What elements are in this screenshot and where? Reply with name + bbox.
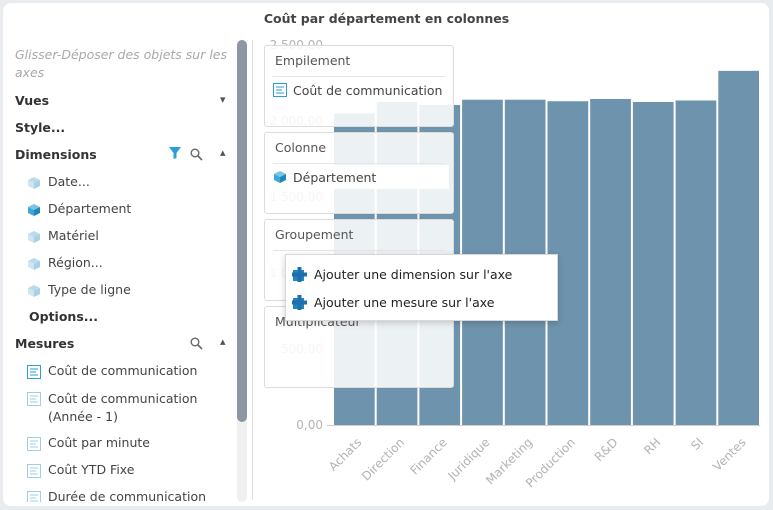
measure-label: Durée de communication: [48, 489, 207, 502]
drop-hint: Glisser-Déposer des objets sur les axes: [15, 47, 227, 80]
dropzone-colonne[interactable]: Colonne Département: [264, 132, 454, 214]
dimension-item[interactable]: Matériel: [27, 228, 99, 244]
plus-icon: [292, 294, 307, 310]
dropzone-measure-item[interactable]: Coût de communication: [269, 78, 449, 102]
caret-down-icon[interactable]: ▾: [220, 93, 226, 106]
add-dimension-menu-item[interactable]: Ajouter une dimension sur l'axe: [292, 263, 512, 285]
bar[interactable]: [632, 102, 674, 425]
measure-icon: [273, 83, 287, 97]
x-tick-label: RH: [641, 435, 663, 457]
x-tick-label: Finance: [408, 435, 450, 477]
bar[interactable]: [675, 100, 717, 425]
measure-icon: [27, 437, 41, 451]
measure-item[interactable]: Coût par minute: [27, 435, 150, 451]
measure-label: Coût par minute: [48, 435, 150, 450]
dropzone-separator: [273, 76, 445, 77]
measure-icon: [27, 491, 41, 502]
add-measure-menu-item[interactable]: Ajouter une mesure sur l'axe: [292, 291, 494, 313]
dropzone-dimension-item[interactable]: Département: [269, 165, 449, 189]
measure-icon: [27, 365, 41, 379]
measure-icon: [27, 464, 41, 478]
cube-icon: [28, 204, 40, 216]
filter-icon[interactable]: [168, 146, 182, 160]
left-panel: Glisser-Déposer des objets sur les axes …: [0, 40, 248, 502]
cube-icon: [274, 171, 286, 183]
dimension-item[interactable]: Département: [27, 201, 131, 217]
x-tick-label: Ventes: [710, 435, 749, 474]
dimension-item[interactable]: Région...: [27, 255, 103, 271]
measure-label: Coût YTD Fixe: [48, 462, 135, 477]
search-icon[interactable]: [190, 148, 203, 161]
scrollbar-thumb[interactable]: [237, 40, 247, 422]
dropzone-label: Groupement: [275, 227, 354, 242]
search-icon[interactable]: [190, 337, 203, 350]
panel-scrollbar[interactable]: [237, 40, 247, 502]
bar[interactable]: [718, 70, 759, 425]
caret-up-icon[interactable]: ▴: [220, 335, 226, 348]
bar[interactable]: [590, 98, 631, 426]
cube-icon: [28, 258, 40, 270]
dropzone-separator: [273, 250, 445, 251]
menu-item-label: Ajouter une mesure sur l'axe: [314, 294, 495, 310]
dimension-label: Région...: [48, 255, 103, 270]
measure-item[interactable]: Coût YTD Fixe: [27, 462, 135, 478]
measure-item[interactable]: Coût de communication (Année - 1): [27, 390, 208, 426]
dimension-label: Matériel: [48, 228, 99, 243]
cube-icon: [28, 285, 40, 297]
measure-label: Coût de communication: [48, 363, 198, 378]
dropzone-label: Colonne: [275, 140, 327, 155]
dimension-label: Type de ligne: [48, 282, 131, 297]
dropzone-item-label: Département: [293, 169, 377, 185]
y-tick-label: 0,00: [296, 418, 323, 432]
context-menu: Ajouter une dimension sur l'axe Ajouter …: [285, 254, 558, 321]
dimension-item[interactable]: Date...: [27, 174, 90, 190]
dimension-label: Département: [48, 201, 132, 216]
x-tick-label: Direction: [359, 435, 407, 483]
panel-divider[interactable]: [252, 40, 253, 500]
section-dimensions[interactable]: Dimensions: [15, 147, 97, 162]
section-style[interactable]: Style...: [15, 120, 66, 135]
dimension-label: Date...: [48, 174, 90, 189]
section-vues[interactable]: Vues: [15, 93, 50, 108]
x-tick-label: Achats: [326, 435, 365, 474]
measure-item[interactable]: Durée de communication: [27, 489, 206, 502]
plus-icon: [292, 266, 307, 282]
caret-up-icon[interactable]: ▴: [220, 146, 226, 159]
dimension-item[interactable]: Type de ligne: [27, 282, 131, 298]
dropzone-separator: [273, 163, 445, 164]
section-options[interactable]: Options...: [29, 309, 99, 324]
dropzone-label: Empilement: [275, 53, 351, 68]
cube-icon: [28, 177, 40, 189]
measure-label: Coût de communication (Année - 1): [48, 391, 198, 424]
chart-title: Coût par département en colonnes: [263, 11, 510, 26]
measure-icon: [27, 392, 41, 406]
dropzone-empilement[interactable]: Empilement Coût de communication: [264, 45, 454, 127]
x-tick-label: SI: [688, 435, 706, 453]
dropzone-item-label: Coût de communication: [293, 82, 443, 98]
x-tick-label: R&D: [592, 435, 621, 464]
measure-item[interactable]: Coût de communication: [27, 363, 197, 379]
menu-item-label: Ajouter une dimension sur l'axe: [314, 266, 513, 282]
cube-icon: [28, 231, 40, 243]
section-mesures[interactable]: Mesures: [15, 336, 75, 351]
